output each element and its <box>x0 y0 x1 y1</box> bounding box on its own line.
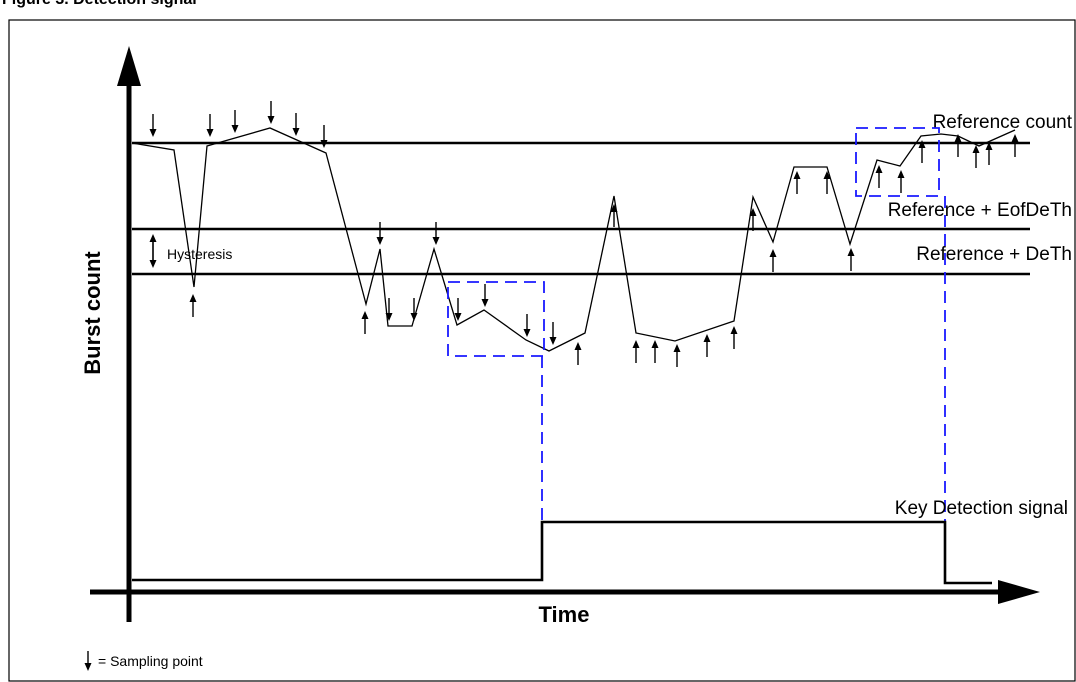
burst-count-waveform <box>131 127 1016 352</box>
reference-eofdeth-label: Reference + EofDeTh <box>888 200 1072 221</box>
x-axis-title: Time <box>539 602 590 627</box>
up-arrow-icon <box>972 145 980 168</box>
up-arrow-icon <box>673 344 681 367</box>
y-axis-title: Burst count <box>80 251 105 375</box>
sampling-point-legend-label: = Sampling point <box>98 653 203 669</box>
up-arrow-icon <box>823 171 831 194</box>
down-arrow-icon <box>206 114 214 137</box>
down-arrow-icon <box>231 110 239 133</box>
down-arrow-icon <box>267 101 275 124</box>
y-axis-arrowhead <box>117 46 141 86</box>
x-axis-arrowhead <box>998 580 1040 604</box>
up-arrow-icon <box>703 334 711 357</box>
down-arrow-icon <box>149 114 157 137</box>
figure-title: Figure 3. Detection signal <box>2 0 197 8</box>
hysteresis-label: Hysteresis <box>167 246 232 262</box>
down-arrow-icon <box>320 125 328 148</box>
release-window-box-2 <box>855 127 940 197</box>
up-arrow-icon <box>610 204 618 227</box>
down-arrow-icon <box>292 113 300 136</box>
double-arrow-icon <box>149 234 157 268</box>
up-arrow-icon <box>632 340 640 363</box>
up-arrow-icon <box>769 249 777 272</box>
detection-window-box-1 <box>447 281 545 357</box>
up-arrow-icon <box>1011 134 1019 157</box>
up-arrow-icon <box>730 326 738 349</box>
down-arrow-icon <box>410 298 418 321</box>
up-arrow-icon <box>749 208 757 231</box>
up-arrow-icon <box>847 248 855 271</box>
down-arrow-icon <box>432 222 440 245</box>
up-arrow-icon <box>574 342 582 365</box>
down-arrow-icon <box>376 222 384 245</box>
down-arrow-icon <box>549 322 557 345</box>
up-arrow-icon <box>918 140 926 163</box>
up-arrow-icon <box>875 165 883 188</box>
up-arrow-icon <box>897 170 905 193</box>
down-arrow-icon <box>385 298 393 321</box>
figure-border <box>8 19 1076 682</box>
down-arrow-icon <box>523 314 531 337</box>
sampling-arrows-down <box>149 101 557 345</box>
up-arrow-icon <box>793 171 801 194</box>
key-detection-waveform <box>132 520 992 585</box>
key-detection-label: Key Detection signal <box>895 498 1068 519</box>
down-arrow-icon <box>84 651 92 671</box>
down-arrow-icon <box>481 284 489 307</box>
up-arrow-icon <box>189 294 197 317</box>
reference-count-label: Reference count <box>933 112 1073 133</box>
up-arrow-icon <box>985 142 993 165</box>
up-arrow-icon <box>361 311 369 334</box>
down-arrow-icon <box>454 298 462 321</box>
reference-deth-label: Reference + DeTh <box>916 244 1072 265</box>
up-arrow-icon <box>954 134 962 157</box>
sampling-arrows-up <box>189 134 1019 367</box>
up-arrow-icon <box>651 340 659 363</box>
